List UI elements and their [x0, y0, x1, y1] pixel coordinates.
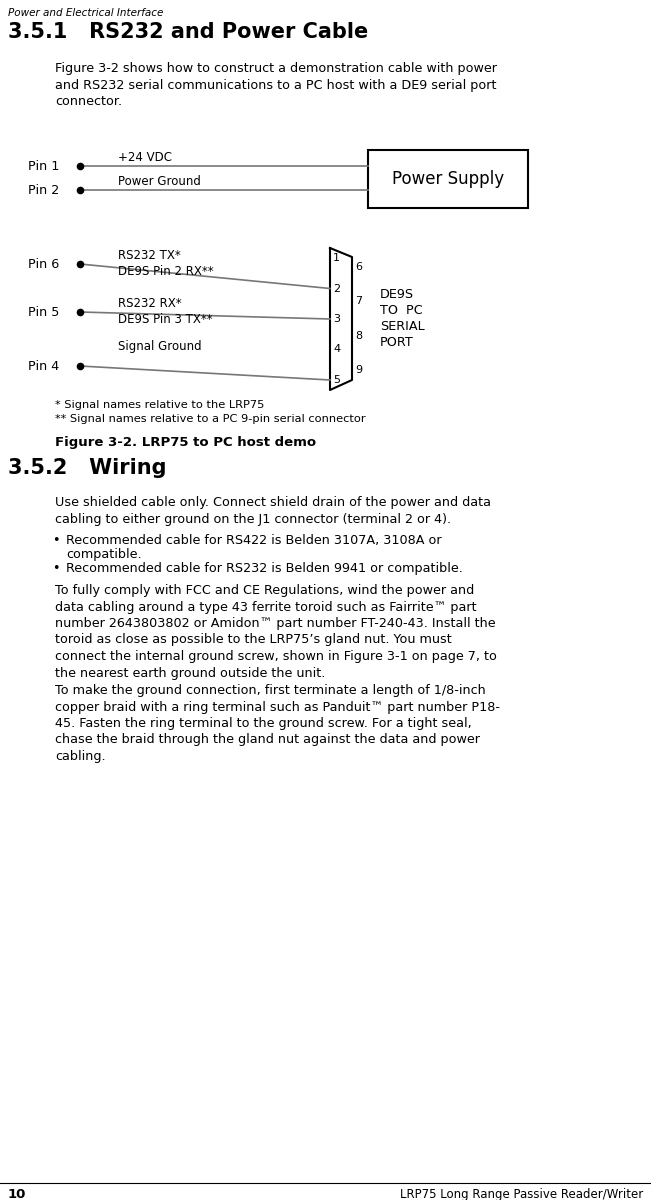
Text: PORT: PORT [380, 336, 414, 349]
Text: Recommended cable for RS422 is Belden 3107A, 3108A or: Recommended cable for RS422 is Belden 31… [66, 534, 441, 547]
Text: TO  PC: TO PC [380, 305, 422, 318]
Text: Power Supply: Power Supply [392, 170, 504, 188]
Text: Pin 1: Pin 1 [28, 160, 59, 173]
Text: Recommended cable for RS232 is Belden 9941 or compatible.: Recommended cable for RS232 is Belden 99… [66, 562, 463, 575]
Text: Power and Electrical Interface: Power and Electrical Interface [8, 8, 163, 18]
Text: 3: 3 [333, 314, 340, 324]
Text: SERIAL: SERIAL [380, 320, 424, 334]
Text: 8: 8 [355, 331, 362, 341]
Text: DE9S Pin 2 RX**: DE9S Pin 2 RX** [118, 265, 214, 278]
Text: Use shielded cable only. Connect shield drain of the power and data
cabling to e: Use shielded cable only. Connect shield … [55, 496, 491, 526]
Text: Figure 3-2 shows how to construct a demonstration cable with power
and RS232 ser: Figure 3-2 shows how to construct a demo… [55, 62, 497, 108]
Text: •: • [52, 534, 59, 547]
Text: DE9S: DE9S [380, 288, 414, 301]
Text: To make the ground connection, first terminate a length of 1/8-inch
copper braid: To make the ground connection, first ter… [55, 684, 500, 763]
Text: 7: 7 [355, 296, 362, 306]
Text: Pin 4: Pin 4 [28, 360, 59, 372]
Text: * Signal names relative to the LRP75: * Signal names relative to the LRP75 [55, 400, 264, 410]
Text: +24 VDC: +24 VDC [118, 151, 172, 164]
Text: To fully comply with FCC and CE Regulations, wind the power and
data cabling aro: To fully comply with FCC and CE Regulati… [55, 584, 497, 679]
Text: compatible.: compatible. [66, 548, 142, 560]
Text: 5: 5 [333, 374, 340, 385]
Text: 6: 6 [355, 262, 362, 272]
Text: Power Ground: Power Ground [118, 175, 201, 188]
Text: 10: 10 [8, 1188, 27, 1200]
Text: •: • [52, 562, 59, 575]
Text: Figure 3-2. LRP75 to PC host demo: Figure 3-2. LRP75 to PC host demo [55, 436, 316, 449]
Bar [368, 150, 528, 208]
Text: 2: 2 [333, 283, 340, 294]
Text: RS232 RX*: RS232 RX* [118, 296, 182, 310]
Text: Pin 2: Pin 2 [28, 184, 59, 197]
Text: 4: 4 [333, 344, 340, 354]
Text: 3.5.2   Wiring: 3.5.2 Wiring [8, 458, 167, 478]
Text: Pin 5: Pin 5 [28, 306, 59, 318]
Text: 3.5.1   RS232 and Power Cable: 3.5.1 RS232 and Power Cable [8, 22, 368, 42]
Text: 9: 9 [355, 365, 362, 374]
Text: ** Signal names relative to a PC 9-pin serial connector: ** Signal names relative to a PC 9-pin s… [55, 414, 366, 424]
Text: Signal Ground: Signal Ground [118, 340, 202, 353]
Text: DE9S Pin 3 TX**: DE9S Pin 3 TX** [118, 313, 213, 326]
Text: RS232 TX*: RS232 TX* [118, 248, 181, 262]
Text: Pin 6: Pin 6 [28, 258, 59, 270]
Text: 1: 1 [333, 253, 340, 263]
Text: LRP75 Long Range Passive Reader/Writer: LRP75 Long Range Passive Reader/Writer [400, 1188, 643, 1200]
